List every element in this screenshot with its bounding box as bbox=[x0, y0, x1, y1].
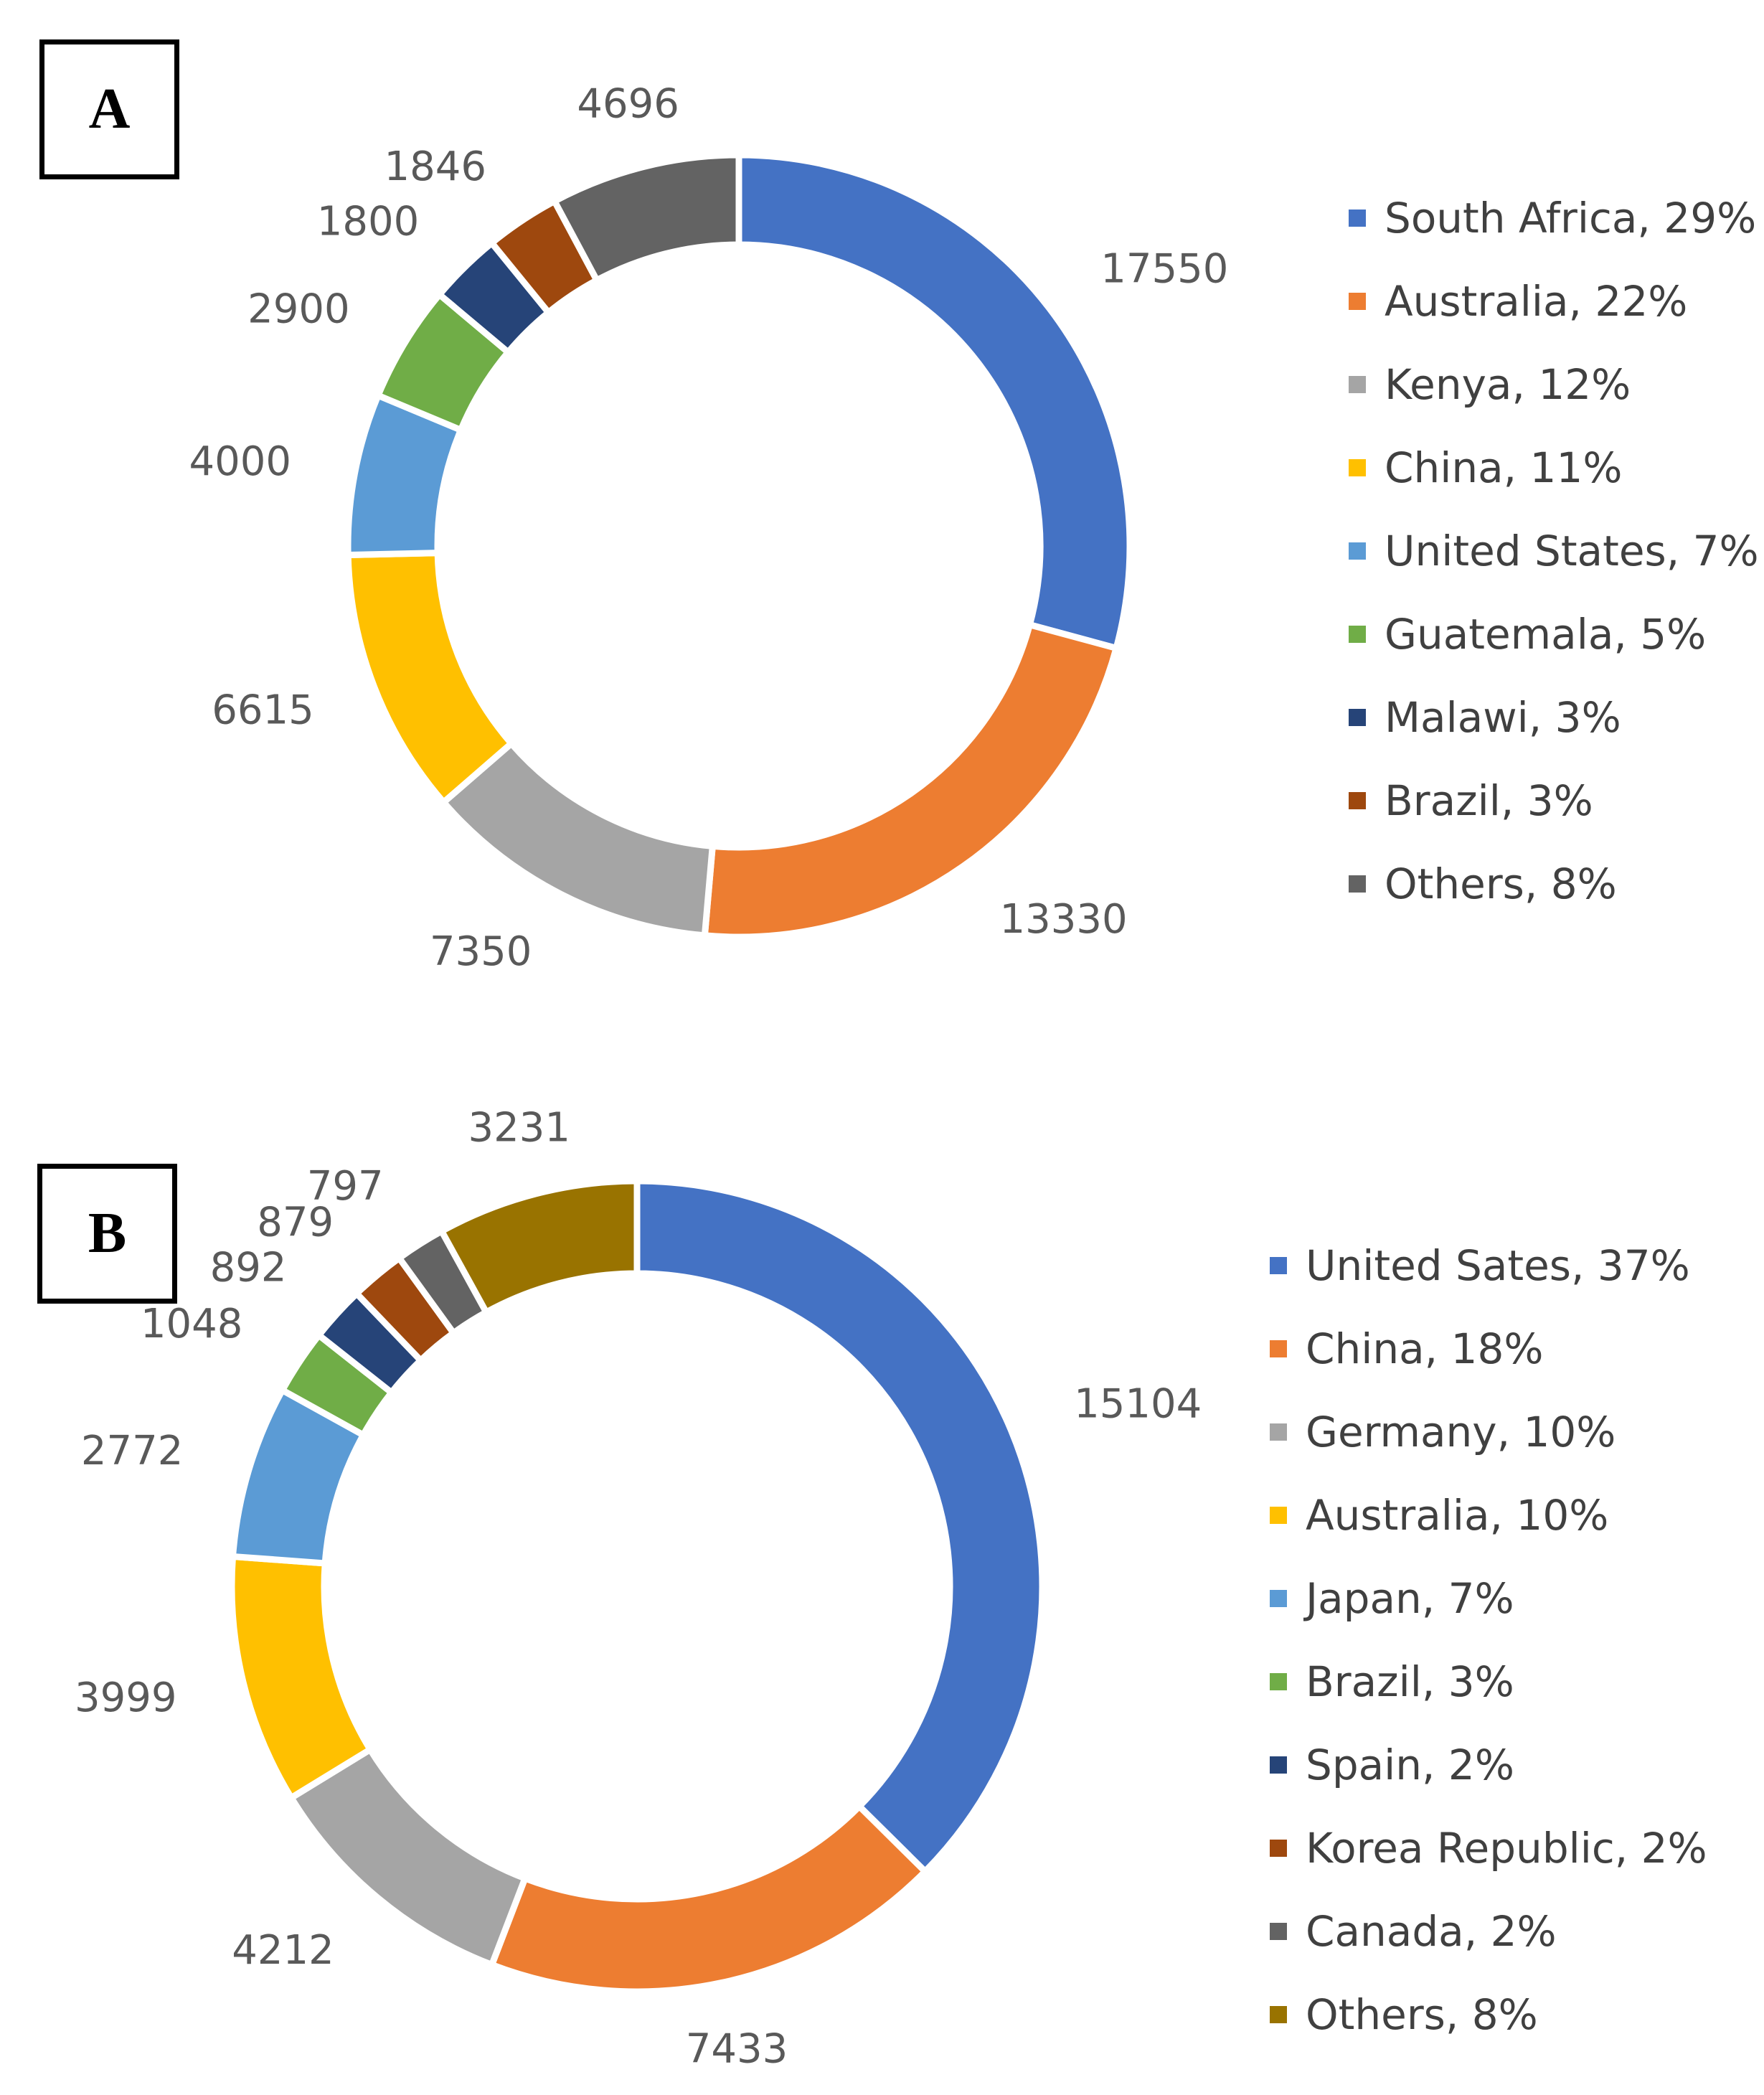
legend-item-united-sates: United Sates, 37% bbox=[1270, 1224, 1707, 1307]
data-label-others: 4696 bbox=[577, 81, 679, 128]
legend-item-canada: Canada, 2% bbox=[1270, 1890, 1707, 1973]
legend-swatch bbox=[1349, 626, 1366, 643]
donut-slice-australia bbox=[228, 1553, 375, 1802]
data-label-japan: 2772 bbox=[81, 1428, 184, 1474]
donut-slice-others bbox=[550, 151, 742, 285]
legend-swatch bbox=[1349, 792, 1366, 809]
donut-slice-china bbox=[487, 1802, 930, 1995]
donut-slice-australia bbox=[701, 621, 1121, 941]
legend-label: South Africa, 29% bbox=[1385, 194, 1757, 243]
legend-item-brazil: Brazil, 3% bbox=[1349, 759, 1759, 842]
legend-item-south-africa: South Africa, 29% bbox=[1349, 176, 1759, 260]
data-label-china: 7433 bbox=[686, 2026, 788, 2073]
legend-label: Germany, 10% bbox=[1306, 1408, 1616, 1456]
legend-swatch bbox=[1349, 293, 1366, 310]
legend-item-korea-republic: Korea Republic, 2% bbox=[1270, 1807, 1707, 1890]
legend-swatch bbox=[1349, 709, 1366, 726]
legend-item-spain: Spain, 2% bbox=[1270, 1723, 1707, 1807]
legend-a: South Africa, 29% Australia, 22% Kenya, 12… bbox=[1349, 176, 1759, 926]
legend-b: United Sates, 37% China, 18% Germany, 10% A… bbox=[1270, 1224, 1707, 2056]
legend-swatch bbox=[1270, 1340, 1287, 1357]
legend-swatch bbox=[1270, 1590, 1287, 1607]
legend-swatch bbox=[1270, 2006, 1287, 2023]
legend-label: Guatemala, 5% bbox=[1385, 610, 1707, 659]
legend-label: Kenya, 12% bbox=[1385, 360, 1631, 409]
legend-label: Others, 8% bbox=[1385, 860, 1617, 908]
data-label-kenya: 7350 bbox=[430, 928, 532, 975]
data-label-guatemala: 2900 bbox=[247, 286, 350, 332]
legend-label: China, 11% bbox=[1385, 443, 1623, 492]
legend-item-brazil: Brazil, 3% bbox=[1270, 1640, 1707, 1723]
data-label-south-africa: 17550 bbox=[1100, 246, 1228, 293]
legend-swatch bbox=[1270, 1840, 1287, 1857]
legend-item-australia: Australia, 22% bbox=[1349, 260, 1759, 343]
data-label-canada: 797 bbox=[307, 1163, 384, 1210]
data-label-australia: 13330 bbox=[999, 896, 1127, 943]
legend-label: Spain, 2% bbox=[1306, 1741, 1514, 1789]
legend-label: Brazil, 3% bbox=[1306, 1657, 1514, 1706]
donut-slice-kenya bbox=[439, 738, 717, 939]
legend-label: Others, 8% bbox=[1306, 1990, 1538, 2039]
data-label-china: 6615 bbox=[212, 687, 314, 733]
legend-label: United States, 7% bbox=[1385, 527, 1759, 575]
legend-label: Malawi, 3% bbox=[1385, 693, 1621, 742]
legend-item-australia: Australia, 10% bbox=[1270, 1474, 1707, 1557]
legend-label: Brazil, 3% bbox=[1385, 776, 1593, 825]
legend-swatch bbox=[1270, 1507, 1287, 1524]
legend-swatch bbox=[1270, 1673, 1287, 1690]
data-label-united-states: 4000 bbox=[189, 438, 291, 485]
legend-item-others: Others, 8% bbox=[1349, 842, 1759, 926]
data-label-brazil: 1048 bbox=[141, 1301, 243, 1347]
legend-item-malawi: Malawi, 3% bbox=[1349, 676, 1759, 759]
donut-slice-china bbox=[344, 550, 517, 807]
legend-label: China, 18% bbox=[1306, 1324, 1544, 1373]
data-label-united-sates: 15104 bbox=[1074, 1380, 1202, 1427]
legend-swatch bbox=[1270, 1923, 1287, 1940]
legend-label: Australia, 22% bbox=[1385, 277, 1688, 326]
legend-swatch bbox=[1349, 542, 1366, 560]
panel-label-b: B bbox=[37, 1164, 177, 1304]
legend-swatch bbox=[1349, 210, 1366, 227]
legend-item-united-states: United States, 7% bbox=[1349, 509, 1759, 593]
legend-swatch bbox=[1349, 376, 1366, 393]
legend-swatch bbox=[1270, 1423, 1287, 1441]
legend-item-others: Others, 8% bbox=[1270, 1973, 1707, 2056]
data-label-australia: 3999 bbox=[75, 1675, 177, 1721]
legend-swatch bbox=[1349, 875, 1366, 893]
legend-label: Canada, 2% bbox=[1306, 1907, 1557, 1956]
donut-slice-others bbox=[437, 1177, 641, 1317]
data-label-germany: 4212 bbox=[232, 1927, 334, 1974]
panel-label-a: A bbox=[39, 39, 179, 179]
legend-item-japan: Japan, 7% bbox=[1270, 1557, 1707, 1640]
data-label-spain: 892 bbox=[210, 1245, 287, 1291]
legend-swatch bbox=[1270, 1257, 1287, 1274]
donut-slice-south-africa bbox=[735, 151, 1133, 652]
data-label-malawi: 1800 bbox=[317, 198, 420, 245]
data-label-others: 3231 bbox=[468, 1104, 571, 1151]
donut-chart-a: 17550 13330 7350 6615 4000 2900 1800 1846 4696 bbox=[189, 81, 1228, 976]
legend-label: Japan, 7% bbox=[1306, 1574, 1514, 1623]
legend-label: Korea Republic, 2% bbox=[1306, 1824, 1707, 1873]
chart-panel-a: A 17550 13330 7350 6615 4000 2900 1800 1846 4696… bbox=[39, 39, 1759, 976]
legend-item-china: China, 11% bbox=[1349, 426, 1759, 509]
legend-item-guatemala: Guatemala, 5% bbox=[1349, 593, 1759, 676]
legend-item-kenya: Kenya, 12% bbox=[1349, 343, 1759, 426]
legend-item-china: China, 18% bbox=[1270, 1307, 1707, 1390]
donut-slice-united-sates bbox=[633, 1177, 1046, 1876]
legend-label: United Sates, 37% bbox=[1306, 1241, 1690, 1290]
legend-swatch bbox=[1270, 1756, 1287, 1774]
chart-panel-b: B 15104 7433 4212 3999 2772 1048 892 879 797 3231… bbox=[0, 1048, 1764, 2095]
data-label-brazil: 1846 bbox=[384, 143, 486, 190]
legend-item-germany: Germany, 10% bbox=[1270, 1390, 1707, 1474]
legend-label: Australia, 10% bbox=[1306, 1491, 1609, 1540]
legend-swatch bbox=[1349, 459, 1366, 476]
data-label-korea-republic: 879 bbox=[257, 1200, 334, 1246]
